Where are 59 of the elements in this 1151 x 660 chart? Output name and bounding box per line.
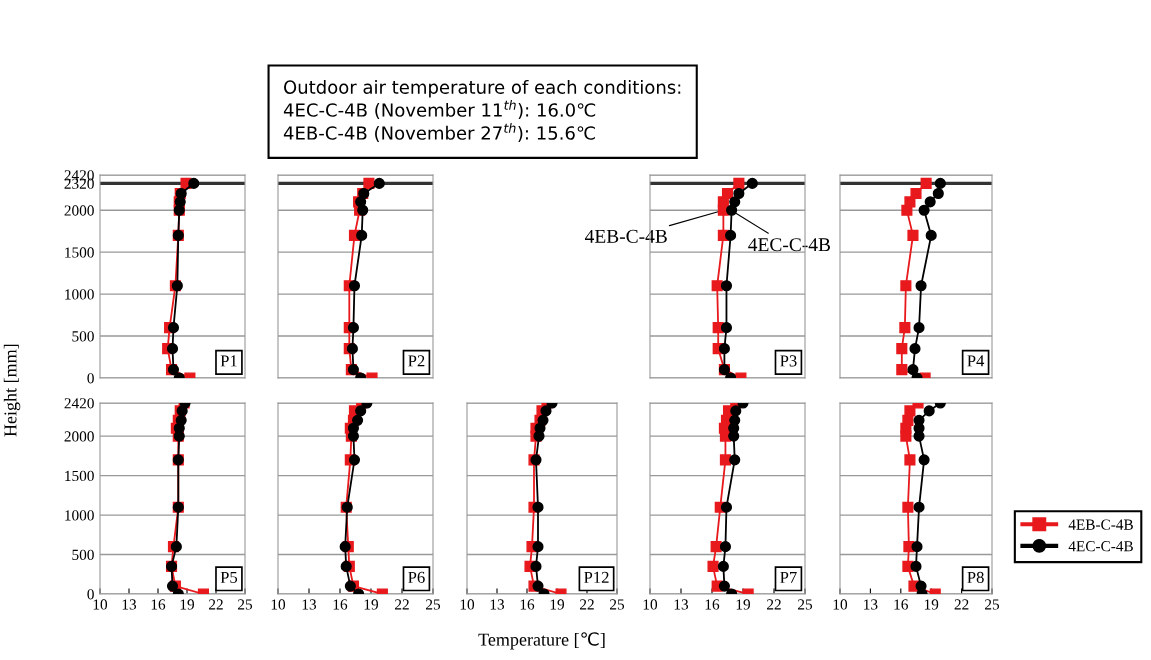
x-tick-label: 10 (460, 599, 475, 610)
annotation: 4EC-C-4B (748, 238, 831, 252)
x-tick-label: 10 (271, 599, 286, 610)
annotation: P8 (967, 571, 984, 583)
y-tick-label: 1500 (65, 470, 94, 482)
x-tick-label: 16 (151, 599, 166, 610)
x-axis-title: Temperature [℃] (478, 632, 605, 650)
x-tick-label: 13 (864, 599, 878, 610)
legend-label: 4EB-C-4B (1068, 519, 1133, 530)
x-tick-label: 10 (833, 599, 848, 610)
x-tick-label: 19 (364, 599, 379, 610)
x-tick-label: 16 (520, 599, 535, 610)
x-tick-label: 16 (894, 599, 908, 610)
annotation: P4 (967, 355, 985, 367)
x-tick-label: 22 (209, 599, 223, 610)
y-tick-label: 500 (72, 331, 94, 342)
x-tick-label: 13 (122, 599, 137, 610)
x-tick-label: 13 (674, 599, 689, 610)
text: 4EB-C-4B (November 27$^{th}$): 15.6℃ (283, 123, 595, 142)
text: 4EC-C-4B (November 11$^{th}$): 16.0℃ (283, 100, 596, 119)
y-tick-label: 1500 (65, 247, 94, 258)
x-tick-label: 25 (610, 599, 625, 610)
x-tick-label: 13 (302, 599, 317, 610)
annotation: P6 (408, 571, 425, 583)
x-tick-label: 25 (238, 599, 253, 610)
x-tick-label: 19 (924, 599, 939, 610)
legend-label: 4EC-C-4B (1068, 541, 1133, 552)
y-tick-label: 2420 (64, 398, 94, 409)
y-tick-label: 2000 (64, 431, 94, 442)
y-tick-label: 500 (72, 549, 94, 560)
x-tick-label: 22 (580, 599, 594, 610)
x-tick-label: 10 (643, 599, 658, 610)
x-tick-label: 10 (93, 599, 108, 610)
y-tick-label: 0 (87, 373, 94, 384)
text: Outdoor air temperature of each conditions: (284, 80, 681, 98)
x-tick-label: 19 (736, 599, 751, 610)
x-tick-label: 25 (426, 599, 441, 610)
y-tick-label: 1000 (65, 510, 94, 521)
annotation: 4EB-C-4B (585, 229, 667, 243)
x-tick-label: 19 (550, 599, 565, 610)
annotation: P12 (584, 571, 609, 583)
annotation: P2 (408, 355, 425, 367)
y-tick-label: 0 (87, 589, 94, 600)
x-tick-label: 22 (954, 599, 969, 610)
x-tick-label: 16 (705, 599, 720, 610)
y-tick-label: 2000 (64, 205, 94, 216)
annotation: P1 (220, 355, 237, 367)
x-tick-label: 13 (490, 599, 505, 610)
y-axis-title: Height [mm] (3, 344, 21, 437)
x-tick-label: 19 (180, 599, 195, 610)
y-tick-label: 1000 (65, 289, 94, 300)
x-tick-label: 16 (333, 599, 348, 610)
x-tick-label: 25 (798, 599, 813, 610)
x-tick-label: 22 (395, 599, 409, 610)
annotation: P3 (780, 355, 797, 367)
x-tick-label: 22 (767, 599, 781, 610)
annotation: P7 (780, 571, 797, 583)
annotation: P5 (220, 571, 238, 583)
x-tick-label: 25 (985, 599, 1000, 610)
